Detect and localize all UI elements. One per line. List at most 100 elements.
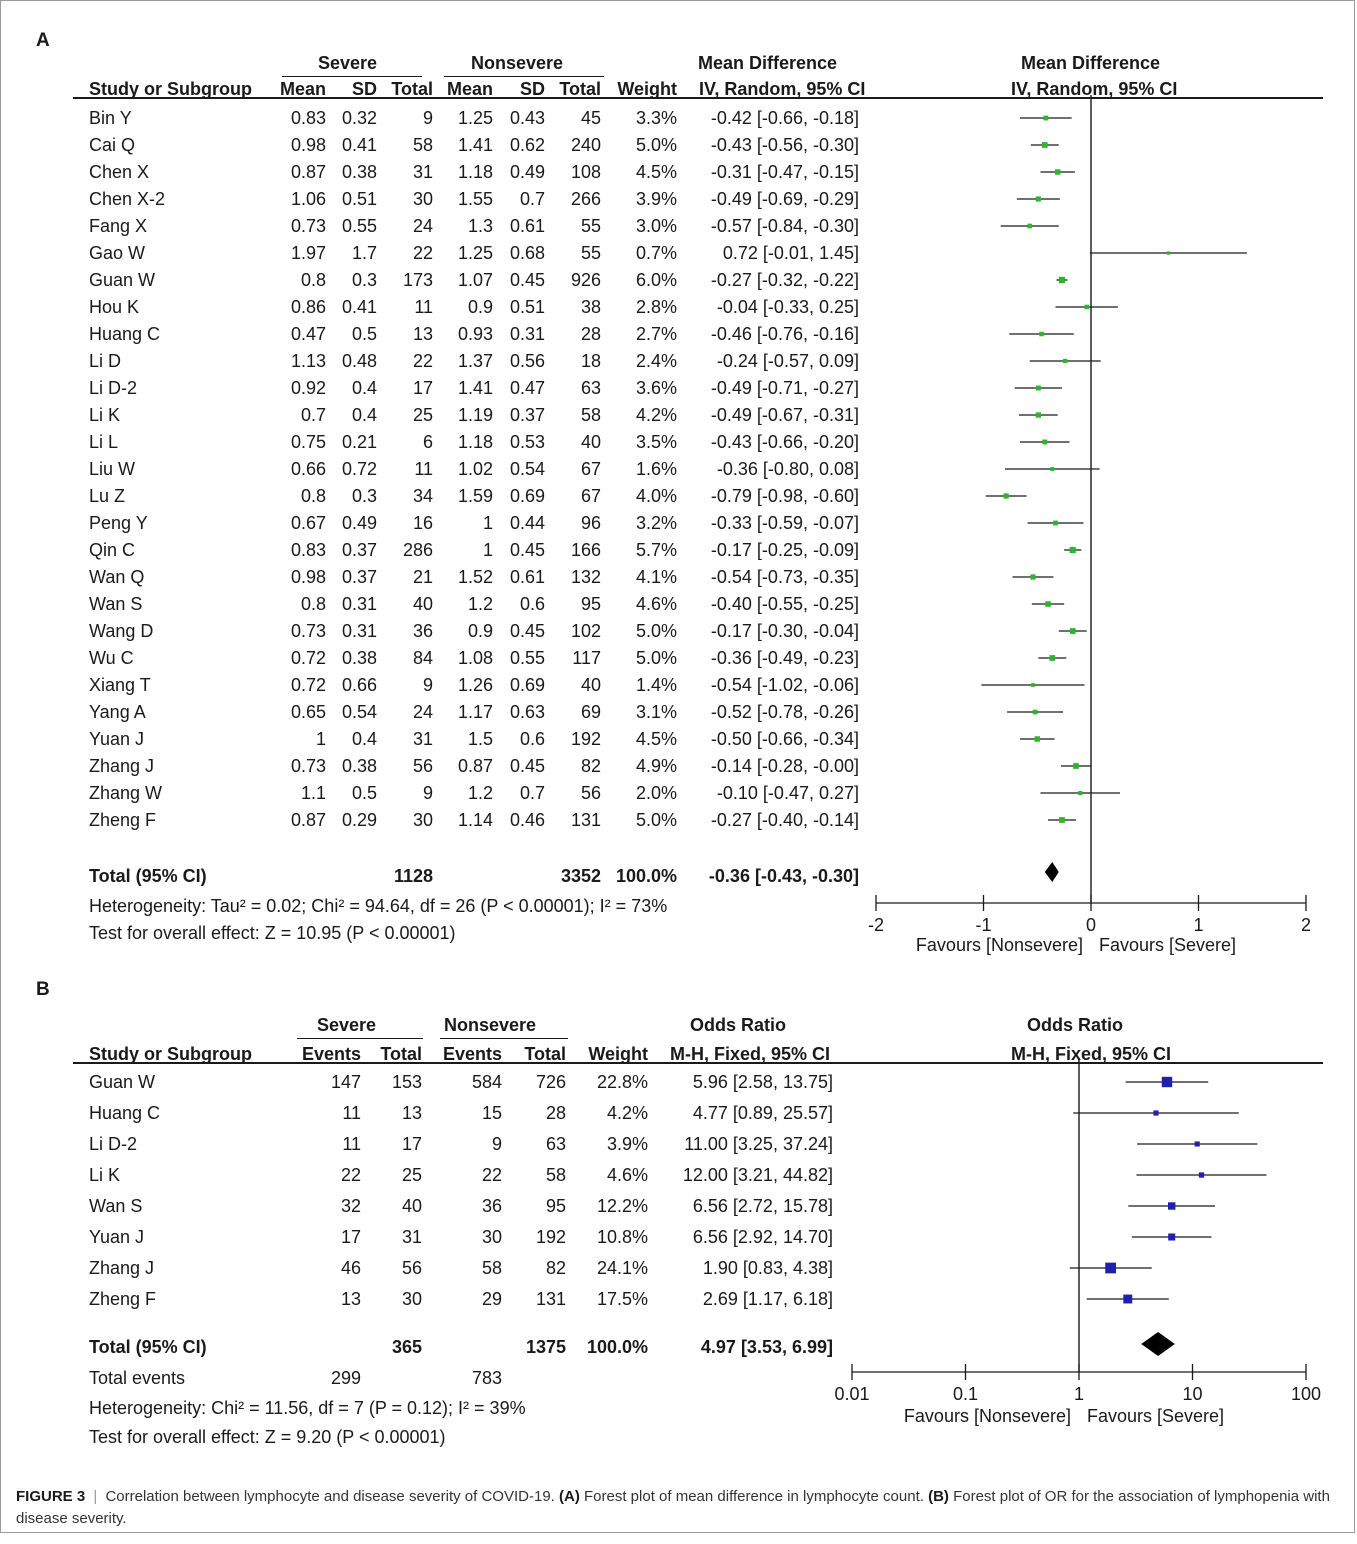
or-ci: 6.56 [2.92, 14.70]	[692, 1227, 833, 1247]
severe-sd: 0.51	[341, 189, 377, 209]
study-name: Huang C	[89, 324, 161, 344]
nonsevere-mean: 0.9	[467, 621, 493, 641]
severe-sd: 0.31	[341, 594, 377, 614]
nonsevere-sd: 0.61	[509, 567, 545, 587]
group-nonsevere-b: Nonsevere	[444, 1015, 537, 1035]
effect-method-b: M-H, Fixed, 95% CI	[670, 1044, 831, 1064]
nonsevere-events: 15	[481, 1103, 502, 1123]
study-marker	[1153, 1110, 1159, 1116]
study-name: Wan Q	[89, 567, 145, 587]
weight: 24.1%	[596, 1258, 648, 1278]
nonsevere-total: 96	[580, 513, 601, 533]
nonsevere-total: 45	[580, 108, 601, 128]
nonsevere-mean: 0.93	[457, 324, 493, 344]
severe-total: 56	[401, 1258, 422, 1278]
nonsevere-total: 240	[570, 135, 601, 155]
nonsevere-total: 926	[570, 270, 601, 290]
severe-total: 30	[401, 1289, 422, 1309]
col-total2-a: Total	[559, 79, 601, 99]
nonsevere-mean: 1.26	[457, 675, 493, 695]
severe-events: 46	[340, 1258, 361, 1278]
severe-total: 9	[422, 108, 433, 128]
severe-total: 22	[412, 351, 433, 371]
total-events-e2: 783	[471, 1368, 502, 1388]
severe-total: 11	[414, 297, 433, 317]
total-weight-a: 100.0%	[615, 866, 677, 886]
nonsevere-sd: 0.69	[509, 486, 545, 506]
weight: 1.6%	[635, 459, 677, 479]
weight: 2.8%	[635, 297, 677, 317]
nonsevere-total: 166	[570, 540, 601, 560]
col-study-b: Study or Subgroup	[89, 1044, 252, 1064]
study-name: Li K	[89, 1165, 121, 1185]
nonsevere-mean: 1.2	[467, 783, 493, 803]
nonsevere-total: 192	[535, 1227, 566, 1247]
nonsevere-sd: 0.51	[509, 297, 545, 317]
study-marker	[1031, 683, 1035, 687]
severe-events: 147	[330, 1072, 361, 1092]
weight: 12.2%	[596, 1196, 648, 1216]
severe-sd: 0.54	[341, 702, 377, 722]
severe-sd: 0.41	[341, 297, 377, 317]
x-tick-label: 2	[1301, 915, 1311, 935]
nonsevere-total: 28	[545, 1103, 566, 1123]
severe-total: 31	[412, 162, 433, 182]
weight: 4.2%	[606, 1103, 648, 1123]
weight: 10.8%	[596, 1227, 648, 1247]
severe-mean: 0.98	[290, 135, 326, 155]
total-label-b: Total (95% CI)	[89, 1337, 207, 1357]
weight: 6.0%	[635, 270, 677, 290]
total-weight-b: 100.0%	[586, 1337, 648, 1357]
nonsevere-total: 131	[535, 1289, 566, 1309]
nonsevere-sd: 0.44	[509, 513, 545, 533]
nonsevere-events: 58	[481, 1258, 502, 1278]
severe-total: 25	[401, 1165, 422, 1185]
nonsevere-mean: 0.87	[457, 756, 493, 776]
nonsevere-sd: 0.37	[509, 405, 545, 425]
study-name: Yuan J	[89, 1227, 145, 1247]
nonsevere-mean: 1.55	[457, 189, 493, 209]
nonsevere-total: 192	[570, 729, 601, 749]
weight: 4.5%	[635, 162, 677, 182]
study-marker	[1030, 574, 1036, 580]
study-marker	[1123, 1294, 1133, 1304]
total-label-a: Total (95% CI)	[89, 866, 207, 886]
study-name: Guan W	[89, 1072, 156, 1092]
severe-sd: 0.5	[351, 783, 377, 803]
severe-sd: 0.66	[341, 675, 377, 695]
severe-mean: 0.73	[290, 621, 326, 641]
study-marker	[1084, 304, 1089, 310]
group-severe-b: Severe	[317, 1015, 377, 1035]
effect-title-b: Odds Ratio	[690, 1015, 787, 1035]
nonsevere-mean: 1.25	[457, 243, 493, 263]
study-marker	[1198, 1172, 1205, 1178]
nonsevere-mean: 1.19	[457, 405, 493, 425]
plot-method-a: IV, Random, 95% CI	[1011, 79, 1178, 99]
col-weight-b: Weight	[588, 1044, 648, 1064]
severe-sd: 0.31	[341, 621, 377, 641]
nonsevere-mean: 1.18	[457, 432, 493, 452]
figure-caption: FIGURE 3 | Correlation between lymphocyt…	[16, 1486, 1336, 1530]
nonsevere-mean: 1.37	[457, 351, 493, 371]
severe-mean: 0.72	[290, 675, 326, 695]
severe-total: 36	[412, 621, 433, 641]
md-ci: -0.46 [-0.76, -0.16]	[710, 324, 859, 344]
nonsevere-mean: 1.59	[457, 486, 493, 506]
severe-mean: 0.67	[290, 513, 326, 533]
nonsevere-total: 40	[580, 432, 601, 452]
md-ci: -0.43 [-0.66, -0.20]	[710, 432, 859, 452]
md-ci: -0.54 [-1.02, -0.06]	[710, 675, 859, 695]
study-name: Li D-2	[89, 1134, 138, 1154]
study-marker	[1105, 1262, 1117, 1274]
study-marker	[1058, 276, 1066, 284]
md-ci: 0.72 [-0.01, 1.45]	[722, 243, 859, 263]
study-name: Hou K	[89, 297, 140, 317]
total-n2-a: 3352	[560, 866, 601, 886]
weight: 3.2%	[635, 513, 677, 533]
x-tick-label: -2	[868, 915, 884, 935]
weight: 1.4%	[635, 675, 677, 695]
study-name: Zheng F	[89, 810, 157, 830]
severe-sd: 0.48	[341, 351, 377, 371]
nonsevere-sd: 0.54	[509, 459, 545, 479]
study-marker	[1035, 196, 1041, 202]
